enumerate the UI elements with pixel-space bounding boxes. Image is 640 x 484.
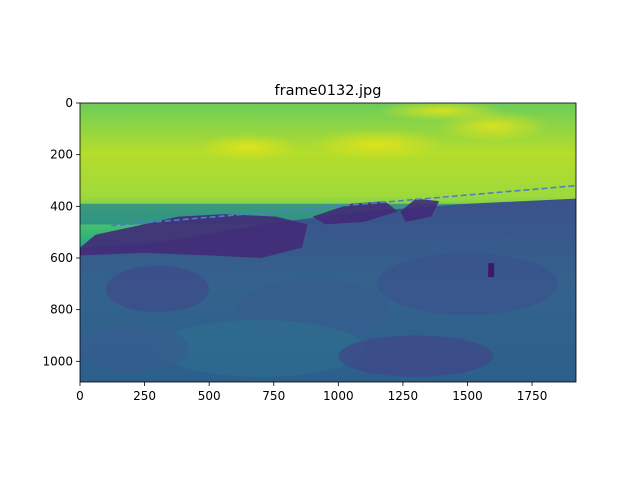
image-tree-cluster [312,201,398,225]
y-tick-label: 200 [50,148,73,162]
image-bright-patch [377,103,507,122]
x-tick-label: 1250 [388,389,419,403]
image-ground-patch [105,265,210,313]
axis-ticks: 0 250 500 750 1000 1250 1500 1750 0 200 400 600 800 1… [42,96,547,403]
axes-frame [79,102,577,383]
y-tick-label: 1000 [42,354,73,368]
y-tick-label: 400 [50,199,73,213]
image-ground-patch [80,325,189,372]
image-ground-patch [377,252,558,315]
image-display [80,103,576,382]
y-tick-label: 600 [50,251,73,265]
image-tree-cluster [400,198,440,222]
image-tree-cluster [80,214,308,258]
overlay-dashed-line [110,184,576,227]
x-tick-label: 0 [76,389,84,403]
x-tick-label: 250 [133,389,156,403]
image-ground-patch [157,320,365,377]
image-dark-post [488,263,495,278]
image-ground-patch [338,335,494,377]
chart-title: frame0132.jpg [275,83,382,99]
image-bright-patch [196,134,300,160]
y-tick-label: 800 [50,303,73,317]
x-tick-label: 1750 [517,389,548,403]
x-tick-label: 1000 [323,389,354,403]
x-tick-label: 500 [198,389,221,403]
x-tick-label: 750 [262,389,285,403]
x-tick-label: 1500 [452,389,483,403]
y-tick-label: 0 [65,96,73,110]
image-bright-patch [309,128,445,160]
